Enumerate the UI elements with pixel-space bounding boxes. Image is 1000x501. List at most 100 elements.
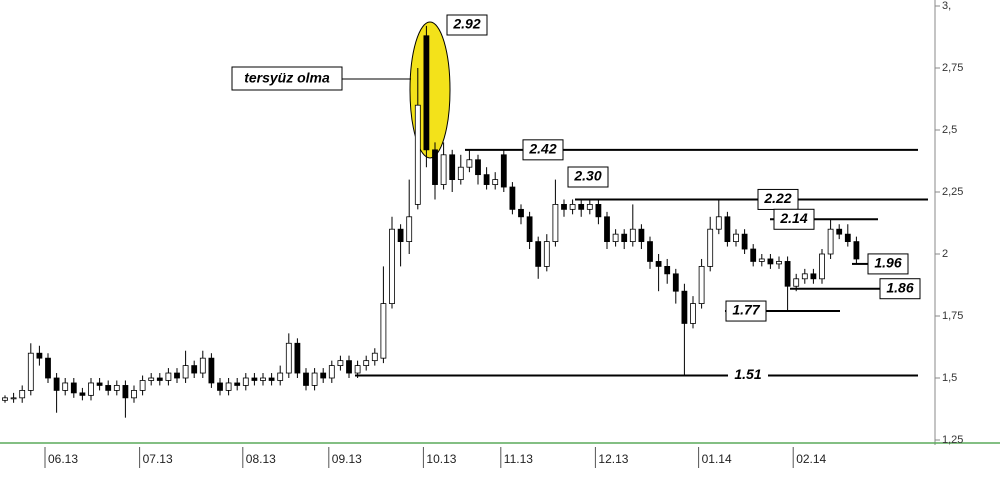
level-label: 2.92	[452, 16, 480, 32]
level-label-box	[725, 300, 767, 322]
candle-body	[79, 392, 86, 396]
candle-body	[294, 342, 301, 374]
candle-body	[578, 203, 585, 210]
level-label: 2.22	[763, 190, 791, 206]
level-label: 2.42	[528, 141, 556, 157]
candle-body	[569, 203, 576, 210]
candle-body	[328, 365, 335, 379]
candle-body	[844, 233, 851, 243]
candle-body	[586, 203, 593, 210]
candle-body	[801, 273, 808, 280]
candle-body	[466, 159, 473, 168]
candle-body	[397, 228, 404, 242]
candle-body	[733, 233, 739, 243]
candle-body	[672, 273, 679, 292]
candle-body	[741, 233, 748, 250]
level-label: 2.14	[779, 210, 807, 226]
x-tick-label: 08.13	[246, 452, 276, 466]
candle-body	[303, 372, 309, 386]
candle-body	[423, 35, 430, 151]
candle-body	[105, 385, 112, 391]
y-tick-label: 3,	[942, 0, 951, 12]
candle-body	[268, 377, 275, 381]
y-tick-label: 2,75	[942, 62, 963, 74]
level-label-box	[867, 253, 909, 275]
level-label: 1.96	[874, 255, 901, 271]
candle-body	[638, 228, 645, 242]
level-label-box	[728, 365, 768, 386]
candle-body	[96, 382, 103, 386]
plot: 3, 2,75 2,5 2,25 2 1,75 1,5 1,25 06.13 07.13 08.13…	[2, 0, 963, 468]
candle-body	[449, 154, 456, 181]
candle-body	[629, 228, 636, 242]
candle-body	[217, 382, 223, 391]
candle-body	[827, 228, 834, 255]
candle-body	[122, 385, 129, 399]
x-tick-label: 06.13	[48, 452, 78, 466]
candle-body	[70, 382, 77, 394]
candle-body	[647, 241, 653, 262]
candle-body	[242, 377, 249, 386]
candle-body	[681, 290, 688, 324]
candle-body	[113, 385, 120, 391]
candle-body	[27, 352, 34, 391]
candle-body	[2, 397, 8, 401]
candle-body	[311, 372, 318, 386]
candle-body	[10, 397, 17, 400]
candle-body	[724, 216, 731, 243]
candle-body	[88, 382, 94, 396]
candle-body	[62, 382, 69, 391]
candle-body	[715, 216, 722, 230]
candle-body	[131, 389, 137, 399]
candle-body	[208, 357, 215, 384]
candle-body	[139, 380, 146, 391]
candle-body	[509, 186, 516, 210]
candle-body	[389, 228, 395, 304]
candle-body	[19, 389, 26, 399]
candle-body	[260, 377, 266, 381]
y-tick-label: 1,25	[942, 434, 963, 446]
level-label: 1.86	[886, 279, 913, 295]
annotation-box	[231, 66, 343, 91]
candle-body	[621, 233, 628, 243]
candle-body	[664, 265, 671, 275]
candle-body	[767, 258, 774, 265]
candle-body	[251, 377, 258, 381]
candle-body	[698, 265, 705, 304]
level-label: 1.77	[732, 302, 760, 318]
candle-body	[174, 372, 180, 379]
candle-body	[750, 248, 757, 262]
candle-body	[492, 179, 499, 185]
x-tick-label: 09.13	[332, 452, 362, 466]
candle-body	[595, 203, 602, 218]
candle-body	[380, 303, 387, 359]
candle-body	[819, 253, 825, 280]
candle-body	[182, 365, 189, 379]
candle-body	[371, 352, 378, 362]
candle-body	[483, 174, 490, 185]
candle-body	[225, 382, 232, 391]
x-tick-label: 10.13	[426, 452, 456, 466]
annotation: tersyüz olma	[244, 70, 330, 86]
candle-body	[414, 104, 421, 205]
candle-body	[156, 377, 163, 381]
candle-body	[148, 377, 155, 381]
candle-body	[346, 360, 352, 374]
candle-body	[406, 216, 413, 243]
y-tick-label: 1,75	[942, 310, 963, 322]
candle-body	[457, 166, 464, 180]
candle-body	[354, 365, 361, 374]
candle-body	[836, 228, 843, 235]
x-tick-label: 01.14	[702, 452, 732, 466]
level-label-box	[446, 14, 488, 36]
candle-body	[655, 261, 662, 267]
x-tick-label: 12.13	[598, 452, 628, 466]
candle-body	[440, 154, 447, 185]
x-tick-label: 02.14	[796, 452, 826, 466]
candle-body	[561, 203, 567, 210]
candle-body	[690, 303, 696, 324]
candle-body	[285, 342, 292, 374]
candle-body	[526, 216, 533, 243]
